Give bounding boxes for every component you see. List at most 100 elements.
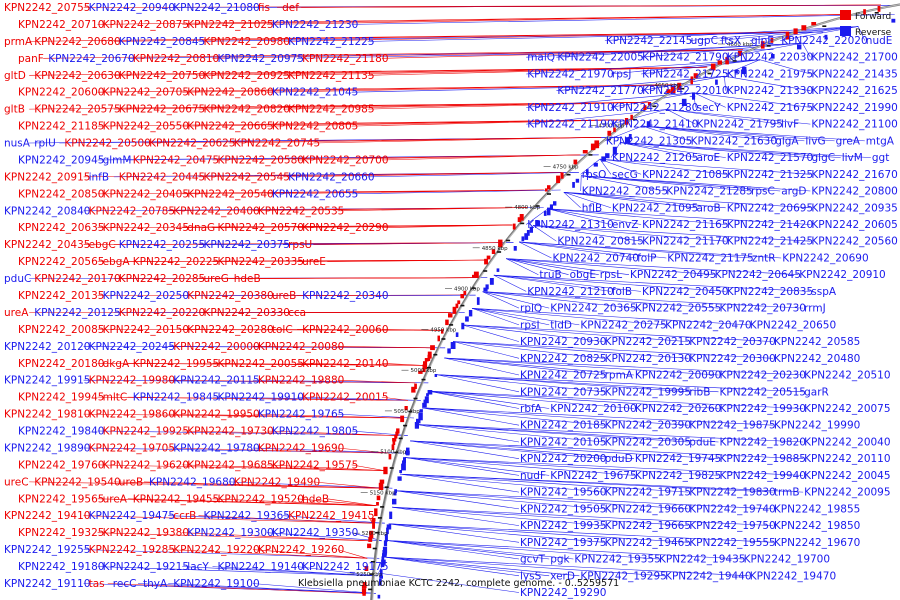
gene-label: KPN2242_19690	[258, 443, 344, 455]
leader-line	[724, 76, 726, 91]
gene-label: envZ	[612, 219, 639, 231]
gene-label: KPN2242_19955	[133, 358, 219, 370]
leader-line	[462, 324, 689, 342]
leader-line	[383, 556, 520, 577]
reverse-gene-feature	[418, 412, 423, 421]
leader-line	[482, 291, 520, 309]
leader-line	[313, 137, 602, 144]
gene-label: KPN2242_20915	[4, 171, 90, 183]
forward-gene-feature	[371, 518, 376, 522]
gene-label: KPN2242_20935	[811, 202, 897, 214]
gene-label: KPN2242_19255	[4, 544, 90, 556]
gene-label: KPN2242_20000	[173, 341, 259, 353]
leader-line	[759, 59, 811, 75]
leader-line	[462, 324, 520, 342]
forward-gene-feature	[430, 345, 435, 351]
reverse-gene-feature	[414, 422, 419, 429]
gene-label: KPN2242_19940	[720, 470, 806, 482]
gene-label: KPN2242_19365	[204, 510, 290, 522]
gene-label: KPN2242_20860	[187, 87, 273, 99]
gene-label: KPN2242_20125	[34, 307, 120, 319]
forward-gene-feature	[690, 76, 693, 85]
gene-label: KPN2242_21625	[811, 85, 897, 97]
gene-label: ebgC	[89, 239, 116, 251]
gene-label: KPN2242_20245	[89, 341, 175, 353]
gene-label: nudF	[520, 470, 546, 482]
forward-gene-feature	[404, 406, 408, 411]
forward-gene-feature	[801, 25, 807, 31]
leader-line	[351, 189, 561, 195]
reverse-gene-feature	[424, 396, 429, 404]
forward-gene-feature	[560, 172, 564, 179]
gene-label: KPN2242_20550	[103, 121, 189, 133]
gene-label: KPN2242_20580	[218, 155, 304, 167]
reverse-gene-feature	[575, 178, 580, 183]
reverse-gene-feature	[450, 342, 456, 349]
reverse-gene-feature	[380, 569, 383, 577]
scale-tick-label: 4950 kbp	[430, 327, 456, 333]
leader-line	[182, 566, 378, 577]
leader-line	[404, 457, 719, 476]
reverse-gene-feature	[386, 524, 392, 530]
gene-label: def	[282, 2, 299, 14]
leader-line	[400, 473, 604, 493]
reverse-gene-feature	[692, 92, 696, 100]
gene-label: KPN2242_21230	[272, 19, 358, 31]
gene-label: KPN2242_19840	[18, 426, 104, 438]
reverse-gene-feature	[797, 44, 802, 50]
leader-line	[620, 142, 811, 158]
leader-line	[519, 241, 637, 259]
gene-label: glgA	[775, 135, 799, 147]
gene-label: KPN2242_20300	[689, 353, 775, 365]
leader-line	[404, 457, 804, 476]
leader-line	[452, 341, 689, 359]
gene-label: KPN2242_20540	[187, 188, 273, 200]
gene-label: KPN2242_19110	[4, 578, 90, 590]
forward-gene-feature	[378, 482, 384, 490]
leader-line	[505, 258, 539, 275]
gene-label: nudE	[866, 35, 893, 47]
gene-label: KPN2242_19260	[258, 544, 344, 556]
gene-label: truB	[539, 269, 561, 281]
leader-line	[471, 308, 550, 326]
scale-tick-label: 4850 kbp	[482, 246, 508, 252]
leader-line	[297, 363, 424, 366]
leader-line	[113, 31, 786, 42]
gene-label: KPN2242_20260	[635, 403, 721, 415]
forward-gene-feature	[376, 502, 379, 506]
gene-label: rplQ	[520, 303, 542, 315]
forward-swatch	[840, 10, 851, 20]
leader-line	[436, 374, 520, 393]
reverse-gene-feature	[419, 409, 423, 413]
leader-line	[724, 75, 811, 91]
leader-line	[581, 175, 811, 192]
gene-label: KPN2242_21170	[642, 236, 728, 248]
gene-label: KPN2242_19980	[89, 375, 175, 387]
gene-label: KPN2242_20470	[665, 319, 751, 331]
leader-line	[444, 357, 520, 376]
forward-gene-feature	[367, 543, 372, 549]
reverse-gene-feature	[489, 278, 494, 285]
leader-line	[395, 490, 604, 510]
gene-label: KPN2242_21025	[187, 19, 273, 31]
leader-line	[563, 192, 696, 209]
forward-gene-feature	[737, 50, 743, 56]
gene-marker	[384, 486, 389, 488]
scale-tick-label: 5250 kbp	[356, 572, 382, 578]
leader-line	[297, 154, 581, 161]
gene-label: ccrB	[173, 510, 196, 522]
leader-line	[297, 224, 513, 228]
forward-gene-feature	[383, 466, 388, 475]
leader-line	[395, 490, 520, 510]
gene-marker	[441, 338, 446, 340]
leader-line	[599, 158, 726, 175]
leader-line	[392, 506, 604, 526]
gene-marker	[506, 239, 511, 242]
reverse-gene-feature	[401, 463, 406, 471]
leader-line	[666, 109, 781, 125]
forward-gene-feature	[613, 127, 616, 133]
forward-gene-feature	[573, 159, 578, 165]
forward-gene-feature	[368, 537, 373, 542]
gene-marker	[588, 154, 593, 156]
leader-line	[493, 274, 811, 292]
